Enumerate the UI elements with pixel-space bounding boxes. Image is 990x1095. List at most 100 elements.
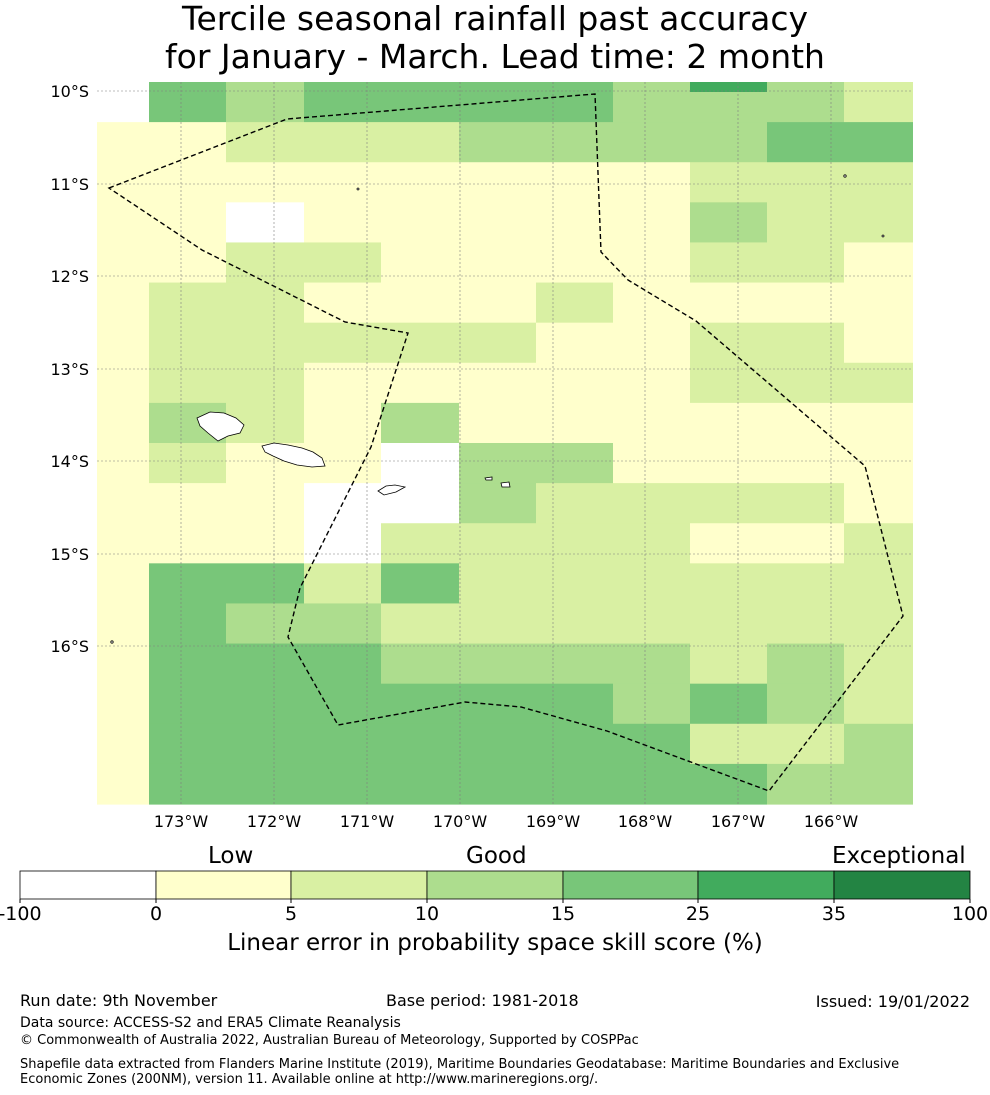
grid-cell	[844, 282, 913, 324]
grid-cell	[459, 603, 536, 645]
grid-cell	[304, 643, 381, 685]
savaii-island-outline	[196, 411, 245, 442]
grid-cell	[767, 483, 844, 524]
grid-cell	[304, 603, 381, 645]
grid-cell	[767, 443, 844, 484]
grid-cell	[226, 603, 304, 645]
grid-cell	[459, 723, 536, 765]
grid-cell	[381, 82, 459, 123]
grid-cell	[381, 683, 459, 725]
grid-cell	[844, 723, 913, 765]
grid-cell	[613, 362, 690, 404]
grid-cell	[97, 723, 149, 765]
colorbar-swatch	[19, 870, 157, 900]
longitude-tick-label: 171°W	[340, 812, 395, 831]
grid-cell	[97, 122, 149, 163]
grid-cell	[690, 162, 767, 203]
grid-cell	[767, 322, 844, 364]
grid-cell	[226, 122, 304, 163]
colorbar-swatch	[833, 870, 971, 900]
grid-cell	[304, 282, 381, 324]
grid-cell	[767, 523, 844, 564]
grid-cell	[690, 242, 767, 284]
grid-cell	[536, 523, 613, 564]
grid-cell-highlight	[690, 82, 767, 92]
latitude-tick-label: 13°S	[50, 360, 89, 379]
grid-cell	[767, 763, 844, 805]
grid-cell	[767, 683, 844, 725]
small-island-dot-south-west	[110, 640, 114, 644]
grid-cell	[613, 162, 690, 203]
latitude-tick-label: 10°S	[50, 82, 89, 101]
grid-cell	[459, 483, 536, 524]
grid-cell	[536, 282, 613, 324]
grid-cell	[381, 723, 459, 765]
grid-cell	[149, 603, 226, 645]
grid-cell	[536, 402, 613, 444]
colorbar-tick-label: 10	[415, 903, 439, 925]
grid-cell	[690, 402, 767, 444]
grid-cell	[149, 82, 226, 123]
grid-cell	[381, 122, 459, 163]
grid-cell	[536, 483, 613, 524]
colorbar-tick-label: 25	[686, 903, 710, 925]
grid-cell	[844, 443, 913, 484]
grid-cell	[459, 443, 536, 484]
grid-cell	[226, 683, 304, 725]
colorbar-tick-label: 15	[551, 903, 575, 925]
grid-cell	[381, 242, 459, 284]
grid-cell	[226, 82, 304, 123]
grid-cell	[304, 683, 381, 725]
category-label-low: Low	[208, 843, 254, 869]
grid-cell	[844, 683, 913, 725]
colorbar-tick-label: 5	[285, 903, 297, 925]
grid-cell	[304, 242, 381, 284]
grid-cell	[690, 563, 767, 605]
grid-cell	[844, 322, 913, 364]
grid-cell	[690, 362, 767, 404]
grid-cell	[149, 483, 226, 524]
latitude-tick-label: 16°S	[50, 637, 89, 656]
copyright-text: © Commonwealth of Australia 2022, Austra…	[20, 1033, 639, 1048]
eez-boundary-dashed	[107, 93, 904, 792]
map-gridlines: 10°S 11°S 12°S 13°S 14°S 15°S 16°S 173°W 172°W 17…	[50, 82, 913, 831]
grid-cell	[226, 202, 304, 244]
latitude-tick-label: 12°S	[50, 267, 89, 286]
grid-cell	[381, 282, 459, 324]
grid-cell	[459, 523, 536, 564]
grid-cell	[536, 603, 613, 645]
longitude-tick-label: 166°W	[804, 812, 859, 831]
colorbar-axis-label: Linear error in probability space skill …	[227, 930, 763, 956]
longitude-tick-label: 173°W	[154, 812, 209, 831]
grid-cell	[97, 603, 149, 645]
small-island-dot-east-1	[843, 174, 847, 178]
grid-cell	[149, 723, 226, 765]
grid-cell	[767, 282, 844, 324]
grid-cell	[690, 282, 767, 324]
grid-cell	[536, 763, 613, 805]
grid-cell	[613, 122, 690, 163]
colorbar-swatch	[290, 870, 428, 900]
colorbar-tick-label: 100	[952, 903, 988, 925]
grid-cell	[459, 563, 536, 605]
grid-cell	[149, 322, 226, 364]
grid-cell	[97, 282, 149, 324]
grid-cell	[226, 523, 304, 564]
grid-cell	[304, 563, 381, 605]
grid-cell	[226, 643, 304, 685]
grid-cell	[767, 162, 844, 203]
grid-cell	[767, 242, 844, 284]
longitude-tick-label: 169°W	[526, 812, 581, 831]
grid-cell	[844, 563, 913, 605]
grid-cell	[381, 402, 459, 444]
grid-cell	[381, 763, 459, 805]
colorbar-swatch	[426, 870, 564, 900]
grid-cell	[459, 202, 536, 244]
chart-title-line-2: for January - March. Lead time: 2 month	[165, 37, 825, 76]
grid-cell	[613, 723, 690, 765]
swains-island-dot	[356, 187, 360, 191]
upolu-island-outline	[261, 442, 326, 468]
grid-cell	[536, 322, 613, 364]
grid-cell	[767, 603, 844, 645]
colorbar-swatch	[697, 870, 835, 900]
